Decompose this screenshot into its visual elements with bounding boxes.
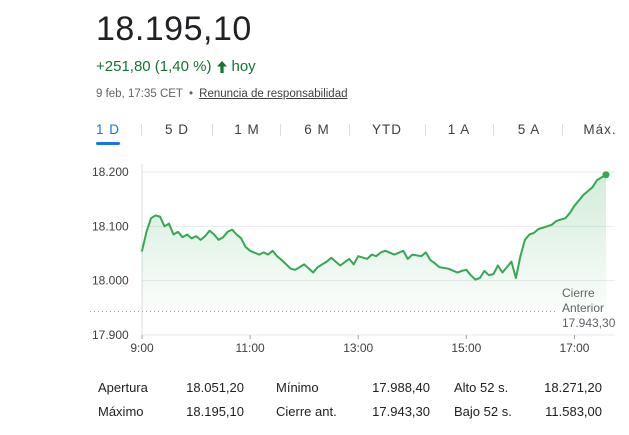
stat-value-low: 17.988,40 — [372, 380, 430, 395]
stat-value-open: 18.051,20 — [186, 380, 244, 395]
intraday-chart: 18.20018.10018.00017.900CierreAnterior17… — [90, 164, 616, 355]
arrow-up-icon — [216, 60, 227, 73]
stat-label-prev-close: Cierre ant. — [276, 404, 337, 419]
change-value: +251,80 (1,40 %) — [96, 58, 212, 75]
y-tick-label: 17.900 — [92, 328, 129, 342]
tab-divider — [141, 124, 142, 136]
y-tick-label: 18.100 — [92, 219, 129, 233]
price-area — [142, 174, 606, 312]
tab-5d[interactable]: 5 D — [164, 122, 189, 137]
disclaimer-link[interactable]: Renuncia de responsabilidad — [199, 88, 348, 100]
tab-divider — [493, 124, 494, 136]
tab-divider — [562, 124, 563, 136]
active-tab-indicator — [96, 142, 120, 145]
tab-1d[interactable]: 1 D — [95, 122, 120, 137]
stat-label-high: Máximo — [98, 404, 144, 419]
meta-separator: • — [188, 88, 193, 100]
range-tabs: 1 D 5 D 1 M 6 M YTD 1 A 5 A Máx. — [82, 118, 622, 146]
change-period: hoy — [231, 58, 256, 75]
stat-value-prev-close: 17.943,30 — [372, 404, 430, 419]
tab-1a[interactable]: 1 A — [447, 122, 471, 137]
last-price-dot — [602, 171, 610, 179]
tab-divider — [212, 124, 213, 136]
stat-label-low: Mínimo — [276, 380, 319, 395]
x-tick-label: 11:00 — [236, 341, 265, 355]
tab-divider — [425, 124, 426, 136]
stat-label-52w-low: Bajo 52 s. — [454, 404, 512, 419]
stat-value-52w-low: 11.583,00 — [545, 404, 602, 419]
x-tick-label: 15:00 — [451, 341, 481, 355]
x-tick-label: 9:00 — [130, 341, 154, 355]
tab-divider — [280, 124, 281, 136]
tab-1m[interactable]: 1 M — [234, 122, 260, 137]
y-tick-label: 18.200 — [92, 165, 129, 179]
stat-value-52w-high: 18.271,20 — [544, 380, 602, 395]
quote-meta: 9 feb, 17:35 CET • Renuncia de responsab… — [96, 88, 348, 100]
stat-value-high: 18.195,10 — [186, 404, 244, 419]
price-line — [141, 173, 607, 281]
tab-5a[interactable]: 5 A — [517, 122, 541, 137]
price-change: +251,80 (1,40 %) hoy — [96, 58, 256, 75]
x-tick-label: 13:00 — [343, 341, 373, 355]
y-tick-label: 18.000 — [92, 274, 129, 288]
timestamp: 9 feb, 17:35 CET — [96, 88, 183, 100]
tab-ytd[interactable]: YTD — [372, 122, 402, 137]
current-price: 18.195,10 — [96, 10, 252, 48]
stat-label-52w-high: Alto 52 s. — [454, 380, 509, 395]
tab-6m[interactable]: 6 M — [304, 122, 330, 137]
x-tick-label: 17:00 — [559, 341, 589, 355]
stat-label-open: Apertura — [98, 380, 148, 395]
reference-label: 17.943,30 — [562, 316, 616, 330]
tab-divider — [349, 124, 350, 136]
tab-max[interactable]: Máx. — [583, 122, 617, 137]
